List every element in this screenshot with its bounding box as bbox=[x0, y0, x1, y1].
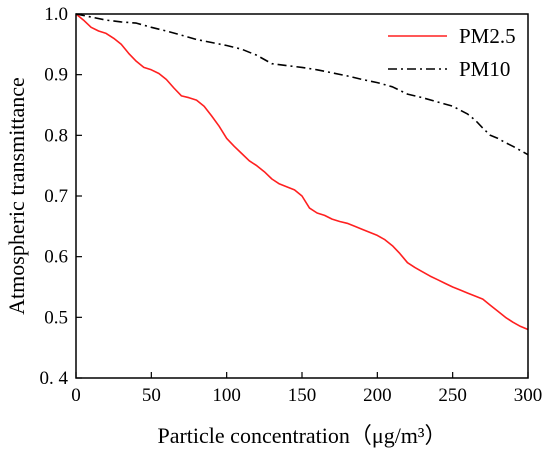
x-tick-label: 300 bbox=[514, 385, 543, 406]
y-tick-label: 0.7 bbox=[44, 186, 68, 207]
legend-label-pm10: PM10 bbox=[459, 57, 510, 81]
y-tick-label: 0.6 bbox=[44, 247, 68, 268]
x-tick-label: 0 bbox=[71, 385, 81, 406]
x-tick-label: 150 bbox=[288, 385, 317, 406]
y-tick-label: 0.5 bbox=[44, 307, 68, 328]
series-layer bbox=[75, 13, 529, 331]
legend-label-pm25: PM2.5 bbox=[459, 24, 516, 48]
x-tick-label: 250 bbox=[438, 385, 467, 406]
y-axis-label: Atmospheric transmittance bbox=[4, 77, 29, 315]
ticks-layer: 0 50 100 150 200 250 300 0. 4 0.5 0.6 0.7 0.8 0.9 1.0 bbox=[40, 4, 543, 406]
y-tick-label: 1.0 bbox=[44, 4, 68, 25]
x-tick-label: 100 bbox=[212, 385, 241, 406]
series-line-pm25 bbox=[75, 13, 529, 331]
y-tick-label: 0.8 bbox=[44, 125, 68, 146]
x-tick-label: 50 bbox=[142, 385, 161, 406]
y-tick-label: 0.9 bbox=[44, 65, 68, 86]
x-tick-label: 200 bbox=[363, 385, 392, 406]
legend: PM2.5 PM10 bbox=[388, 24, 516, 81]
x-axis-label: Particle concentration（μg/m³） bbox=[157, 423, 446, 448]
y-tick-label: 0. 4 bbox=[40, 368, 69, 389]
